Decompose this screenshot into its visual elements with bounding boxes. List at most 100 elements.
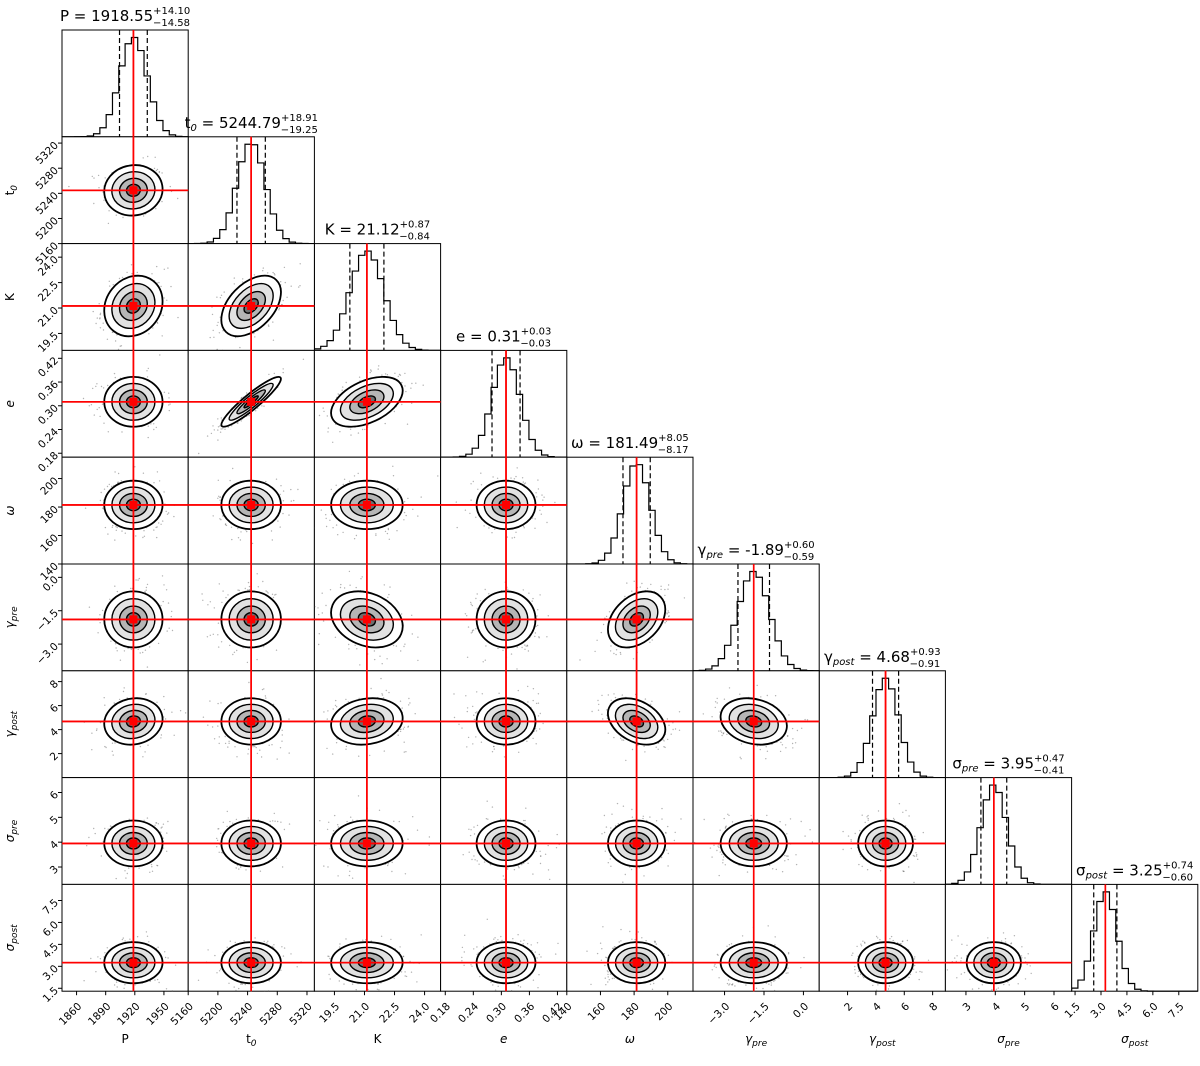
xtick-label-P: 1890 bbox=[86, 1000, 113, 1027]
xlabel-spost: σpost bbox=[1121, 1032, 1149, 1049]
ytick-label-e: 0.42 bbox=[36, 355, 61, 380]
hist-steps-omega bbox=[566, 464, 694, 565]
xtick-label-t0: 5160 bbox=[169, 1000, 196, 1027]
ytick-label-omega: 180 bbox=[38, 504, 61, 527]
xlabel-P: P bbox=[121, 1032, 128, 1046]
ytick-label-gpost: 6 bbox=[48, 702, 61, 715]
hist-steps-spost bbox=[1071, 891, 1198, 992]
hist-title-gpost: γpost = 4.68+0.93 −0.91 bbox=[824, 647, 941, 670]
ytick-label-e: 0.30 bbox=[36, 402, 61, 427]
xtick-label-omega: 200 bbox=[653, 1000, 676, 1023]
ytick-label-t0: 5320 bbox=[34, 140, 61, 167]
ytick-label-spre: 4 bbox=[48, 838, 61, 851]
ytick-label-omega: 160 bbox=[38, 532, 61, 555]
panel-omega-vs-e bbox=[440, 456, 568, 565]
xtick-label-spost: 7.5 bbox=[1166, 1000, 1186, 1020]
xtick-label-gpost: 8 bbox=[927, 1000, 940, 1013]
xlabel-K: K bbox=[374, 1032, 383, 1046]
xtick-label-gpre: 0.0 bbox=[791, 1000, 811, 1020]
xtick-label-spost: 1.5 bbox=[1063, 1000, 1083, 1020]
ytick-label-gpost: 8 bbox=[48, 678, 61, 691]
panel-spost-vs-gpost bbox=[818, 883, 946, 992]
ytick-label-spost: 7.5 bbox=[41, 897, 61, 917]
ytick-label-spre: 6 bbox=[48, 789, 61, 802]
hist-title-e: e = 0.31+0.03 −0.03 bbox=[456, 326, 551, 349]
panel-t0-vs-P bbox=[61, 136, 189, 245]
hist-panel-K: K = 21.12+0.87 −0.84 bbox=[313, 220, 442, 351]
xtick-label-t0: 5200 bbox=[198, 1000, 225, 1027]
xtick-label-spost: 3.0 bbox=[1088, 1000, 1108, 1020]
ytick-label-omega: 200 bbox=[38, 475, 61, 498]
xtick-label-P: 1920 bbox=[115, 1000, 142, 1027]
hist-steps-K bbox=[313, 250, 442, 351]
xtick-label-spre: 4 bbox=[990, 1000, 1003, 1013]
hist-title-gpre: γpre = -1.89+0.60 −0.59 bbox=[698, 540, 815, 563]
ytick-label-K: 21.0 bbox=[36, 304, 61, 329]
xtick-label-t0: 5240 bbox=[228, 1000, 255, 1027]
hist-steps-gpre bbox=[692, 570, 820, 672]
hist-title-spost: σpost = 3.25+0.74 −0.60 bbox=[1076, 860, 1193, 883]
ylabel-K: K bbox=[3, 292, 17, 301]
panel-gpost-vs-K bbox=[313, 670, 442, 779]
xtick-label-spost: 6.0 bbox=[1140, 1000, 1160, 1020]
panel-spre-vs-gpost bbox=[818, 777, 946, 885]
ytick-label-spre: 3 bbox=[48, 863, 61, 876]
ylabel-spre: σpre bbox=[3, 819, 20, 842]
xtick-label-K: 21.0 bbox=[347, 1000, 372, 1025]
ytick-label-spost: 4.5 bbox=[41, 941, 61, 961]
panel-omega-vs-t0 bbox=[187, 456, 315, 565]
hist-panel-omega: ω = 181.49+8.05 −8.17 bbox=[566, 433, 694, 565]
panel-spre-vs-e bbox=[440, 777, 568, 885]
xtick-label-gpost: 2 bbox=[842, 1000, 855, 1013]
panel-e-vs-P bbox=[61, 349, 189, 458]
ytick-label-t0: 5240 bbox=[34, 190, 61, 217]
hist-steps-spre bbox=[944, 784, 1072, 885]
panel-gpre-vs-P bbox=[61, 563, 189, 672]
ylabel-spost: σpost bbox=[3, 924, 20, 952]
xlabel-t0: t0 bbox=[246, 1032, 257, 1049]
xlabel-omega: ω bbox=[625, 1032, 635, 1046]
ytick-label-gpost: 2 bbox=[48, 750, 61, 763]
xtick-label-spre: 5 bbox=[1019, 1000, 1032, 1013]
panel-omega-vs-P bbox=[61, 456, 189, 565]
hist-title-P: P = 1918.55+14.10 −14.58 bbox=[60, 6, 190, 29]
hist-panel-gpost: γpost = 4.68+0.93 −0.91 bbox=[818, 647, 946, 779]
ytick-label-e: 0.36 bbox=[36, 378, 61, 403]
panel-gpre-vs-omega bbox=[566, 563, 694, 672]
xtick-label-spre: 3 bbox=[961, 1000, 974, 1013]
ytick-label-t0: 5280 bbox=[34, 165, 61, 192]
ylabel-omega: ω bbox=[3, 506, 17, 516]
ytick-label-e: 0.24 bbox=[36, 426, 61, 451]
xtick-label-K: 19.5 bbox=[317, 1000, 342, 1025]
panel-spre-vs-K bbox=[313, 777, 442, 885]
xtick-label-spre: 6 bbox=[1049, 1000, 1062, 1013]
xtick-label-spost: 4.5 bbox=[1114, 1000, 1134, 1020]
ytick-label-spost: 1.5 bbox=[41, 985, 61, 1005]
ytick-label-spost: 3.0 bbox=[41, 963, 61, 983]
ylabel-gpost: γpost bbox=[3, 710, 20, 737]
xtick-label-omega: 160 bbox=[586, 1000, 609, 1023]
xtick-label-gpre: −1.5 bbox=[745, 1000, 772, 1027]
panel-spost-vs-spre bbox=[944, 883, 1073, 992]
panel-omega-vs-K bbox=[313, 456, 442, 565]
hist-title-K: K = 21.12+0.87 −0.84 bbox=[325, 220, 431, 243]
panel-spost-vs-K bbox=[313, 883, 442, 992]
panel-spre-vs-P bbox=[61, 777, 189, 885]
hist-panel-e: e = 0.31+0.03 −0.03 bbox=[440, 326, 568, 458]
hist-frame-e bbox=[440, 349, 568, 458]
panel-spost-vs-gpre bbox=[692, 883, 820, 992]
panel-gpost-vs-P bbox=[61, 670, 189, 779]
hist-steps-P bbox=[61, 36, 189, 138]
panel-spre-vs-gpre bbox=[692, 777, 820, 885]
ytick-label-K: 19.5 bbox=[36, 330, 61, 355]
ytick-label-t0: 5200 bbox=[34, 215, 61, 242]
xtick-label-t0: 5280 bbox=[258, 1000, 285, 1027]
xtick-label-e: 0.30 bbox=[484, 1000, 509, 1025]
ylabel-gpre: γpre bbox=[3, 606, 20, 629]
ytick-label-gpre: −3.0 bbox=[34, 641, 61, 668]
xtick-label-K: 24.0 bbox=[407, 1000, 432, 1025]
hist-panel-P: P = 1918.55+14.10 −14.58 bbox=[60, 6, 190, 138]
panel-spost-vs-omega bbox=[566, 883, 694, 992]
xtick-label-t0: 5320 bbox=[287, 1000, 314, 1027]
